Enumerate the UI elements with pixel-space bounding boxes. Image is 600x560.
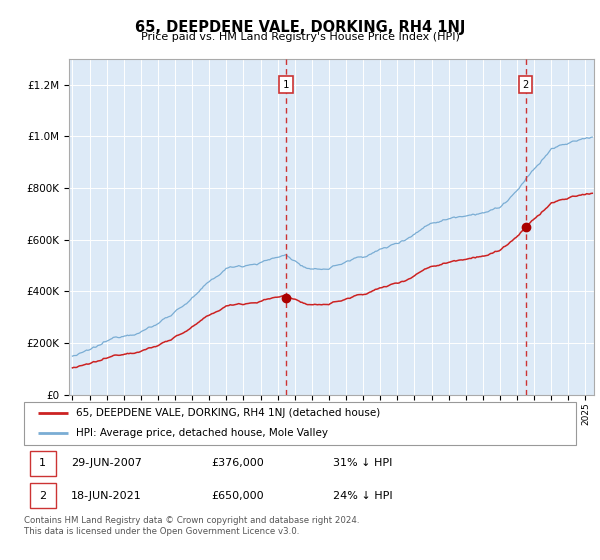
Text: 2: 2 (39, 491, 46, 501)
FancyBboxPatch shape (24, 402, 576, 445)
Text: 1: 1 (39, 459, 46, 469)
Text: 18-JUN-2021: 18-JUN-2021 (71, 491, 142, 501)
Text: 65, DEEPDENE VALE, DORKING, RH4 1NJ (detached house): 65, DEEPDENE VALE, DORKING, RH4 1NJ (det… (76, 408, 380, 418)
Text: 2: 2 (523, 80, 529, 90)
Text: Contains HM Land Registry data © Crown copyright and database right 2024.
This d: Contains HM Land Registry data © Crown c… (24, 516, 359, 536)
FancyBboxPatch shape (29, 483, 56, 508)
Text: £376,000: £376,000 (212, 459, 265, 469)
FancyBboxPatch shape (29, 451, 56, 475)
Text: Price paid vs. HM Land Registry's House Price Index (HPI): Price paid vs. HM Land Registry's House … (140, 32, 460, 43)
Text: 1: 1 (283, 80, 289, 90)
Text: £650,000: £650,000 (212, 491, 265, 501)
Text: HPI: Average price, detached house, Mole Valley: HPI: Average price, detached house, Mole… (76, 428, 328, 438)
Text: 24% ↓ HPI: 24% ↓ HPI (333, 491, 393, 501)
Text: 65, DEEPDENE VALE, DORKING, RH4 1NJ: 65, DEEPDENE VALE, DORKING, RH4 1NJ (135, 20, 465, 35)
Text: 31% ↓ HPI: 31% ↓ HPI (333, 459, 392, 469)
Text: 29-JUN-2007: 29-JUN-2007 (71, 459, 142, 469)
